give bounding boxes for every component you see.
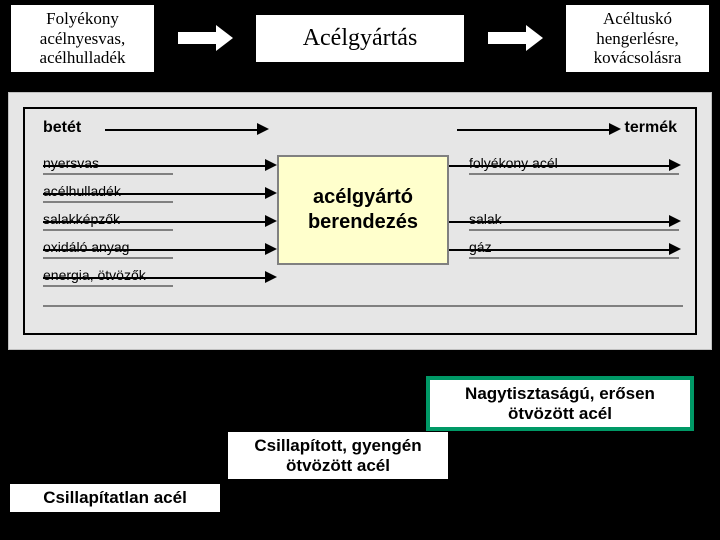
- input-underline: [43, 257, 173, 259]
- flow-line: [43, 221, 265, 223]
- output-header: termék: [625, 119, 677, 137]
- input-underline: [43, 201, 173, 203]
- arrowhead-icon: [257, 123, 269, 135]
- output-label: folyékony acél: [469, 155, 558, 171]
- input-underline: [43, 229, 173, 231]
- label-uncalmed: Csillapítatlan acél: [10, 484, 220, 512]
- arrowhead-icon: [265, 243, 277, 255]
- output-box-text: Acéltuskó hengerlésre, kovácsolásra: [594, 9, 682, 67]
- arrow-icon: [488, 23, 543, 53]
- arrowhead-icon: [609, 123, 621, 135]
- input-label: nyersvas: [43, 155, 99, 171]
- arrowhead-icon: [669, 159, 681, 171]
- input-label: oxidáló anyag: [43, 239, 129, 255]
- center-process-box: acélgyártó berendezés: [277, 155, 449, 265]
- label-calmed: Csillapított, gyengén ötvözött acél: [228, 432, 448, 479]
- label-uncalmed-text: Csillapítatlan acél: [43, 488, 187, 507]
- diagram-panel: betét termék acélgyártó berendezés nyers…: [8, 92, 712, 350]
- input-box: Folyékony acélnyesvas, acélhulladék: [10, 4, 155, 73]
- process-box-text: Acélgyártás: [303, 25, 418, 51]
- input-underline: [43, 173, 173, 175]
- arrowhead-icon: [669, 215, 681, 227]
- flow-line: [449, 165, 669, 167]
- output-box: Acéltuskó hengerlésre, kovácsolásra: [565, 4, 710, 73]
- label-high-purity: Nagytisztaságú, erősen ötvözött acél: [430, 380, 690, 427]
- label-calmed-text: Csillapított, gyengén ötvözött acél: [254, 436, 421, 475]
- arrow-icon: [178, 23, 233, 53]
- flow-line: [43, 165, 265, 167]
- arrowhead-icon: [265, 215, 277, 227]
- flow-line: [457, 129, 609, 131]
- separator-line: [43, 305, 683, 307]
- output-label: salak: [469, 211, 502, 227]
- flow-line: [449, 249, 669, 251]
- center-line1: acélgyártó: [313, 185, 413, 210]
- arrowhead-icon: [265, 187, 277, 199]
- flow-line: [43, 277, 265, 279]
- arrowhead-icon: [265, 271, 277, 283]
- output-underline: [469, 173, 679, 175]
- input-header: betét: [43, 119, 81, 137]
- center-line2: berendezés: [308, 210, 418, 235]
- flow-line: [43, 193, 265, 195]
- bottom-labels: Nagytisztaságú, erősen ötvözött acél Csi…: [0, 380, 720, 540]
- output-underline: [469, 229, 679, 231]
- process-box: Acélgyártás: [255, 14, 465, 64]
- output-label: gáz: [469, 239, 492, 255]
- top-flow: Folyékony acélnyesvas, acélhulladék Acél…: [0, 0, 720, 77]
- flow-line: [105, 129, 257, 131]
- output-underline: [469, 257, 679, 259]
- input-label: acélhulladék: [43, 183, 121, 199]
- arrowhead-icon: [265, 159, 277, 171]
- input-box-text: Folyékony acélnyesvas, acélhulladék: [40, 9, 126, 67]
- input-label: energia, ötvözők: [43, 267, 146, 283]
- input-underline: [43, 285, 173, 287]
- flow-line: [449, 221, 669, 223]
- input-label: salakképzők: [43, 211, 120, 227]
- arrowhead-icon: [669, 243, 681, 255]
- label-high-purity-text: Nagytisztaságú, erősen ötvözött acél: [465, 384, 655, 423]
- flow-line: [43, 249, 265, 251]
